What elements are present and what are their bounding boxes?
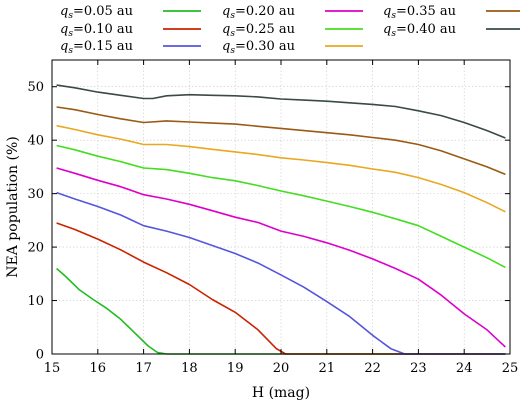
legend-label: qs=0.20 au xyxy=(222,4,295,21)
series-line-3 xyxy=(56,191,506,355)
legend-label: qs=0.30 au xyxy=(222,39,295,56)
y-tick-label: 0 xyxy=(36,348,44,363)
legend-label: qs=0.05 au xyxy=(60,4,133,21)
x-tick-label: 17 xyxy=(135,361,152,376)
x-axis: 15 16 17 18 19 20 21 22 23 24 25 xyxy=(44,60,519,376)
legend-label: qs=0.35 au xyxy=(383,4,456,21)
y-tick-label: 10 xyxy=(27,294,44,309)
x-tick-label: 23 xyxy=(410,361,427,376)
y-axis: 0 10 20 30 40 50 xyxy=(27,80,510,363)
y-tick-label: 30 xyxy=(27,187,44,202)
y-tick-label: 40 xyxy=(27,134,44,149)
x-tick-label: 21 xyxy=(319,361,336,376)
grid xyxy=(51,60,511,355)
x-axis-label: H (mag) xyxy=(252,385,310,401)
legend-label: qs=0.25 au xyxy=(222,22,295,39)
series-line-6 xyxy=(56,124,506,213)
x-tick-label: 20 xyxy=(273,361,290,376)
series-line-8 xyxy=(56,84,506,139)
y-axis-label: NEA population (%) xyxy=(5,136,21,277)
x-tick-label: 18 xyxy=(181,361,198,376)
series-line-4 xyxy=(56,167,506,348)
series-line-5 xyxy=(56,144,506,269)
legend-label: qs=0.15 au xyxy=(60,39,133,56)
series-line-7 xyxy=(56,106,506,176)
x-tick-label: 16 xyxy=(90,361,107,376)
x-tick-label: 22 xyxy=(364,361,381,376)
x-tick-label: 24 xyxy=(456,361,473,376)
y-tick-label: 50 xyxy=(27,80,44,95)
legend-label: qs=0.10 au xyxy=(60,22,133,39)
x-tick-label: 19 xyxy=(227,361,244,376)
y-tick-label: 20 xyxy=(27,241,44,256)
x-tick-label: 15 xyxy=(44,361,61,376)
legend-label: qs=0.40 au xyxy=(383,22,456,39)
series-layer xyxy=(56,84,506,355)
x-tick-label: 25 xyxy=(502,361,519,376)
